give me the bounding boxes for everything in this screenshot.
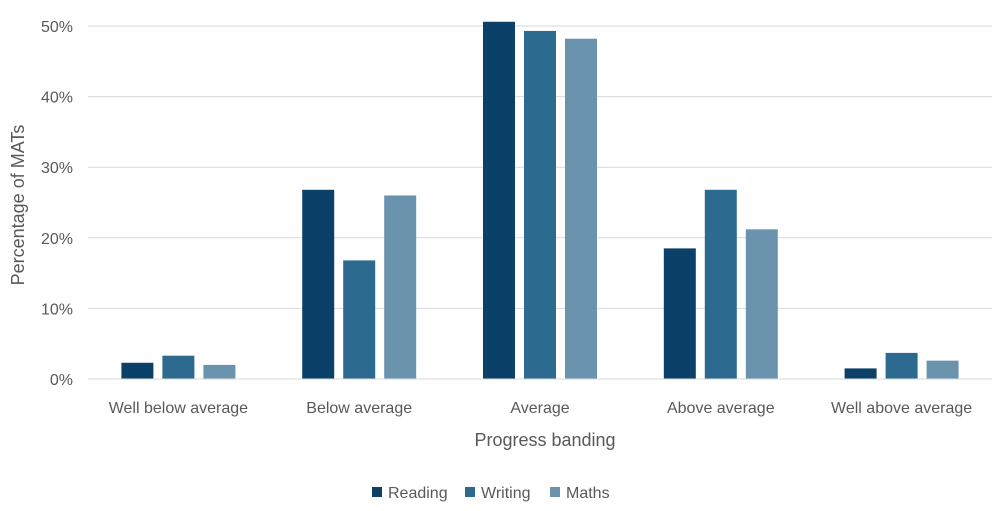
x-tick-label: Well above average [831,400,972,417]
legend: Reading Writing Maths [372,485,610,502]
legend-swatch-reading [372,487,382,497]
legend-label-reading: Reading [388,485,448,502]
y-tick-label: 40% [41,90,73,107]
bar-writing [162,355,195,379]
bar-reading [663,248,696,379]
bar-maths [745,229,778,379]
bar-writing [885,352,918,379]
bar-maths [384,195,417,379]
x-tick-label: Well below average [109,400,248,417]
y-tick-label: 20% [41,231,73,248]
legend-swatch-writing [465,487,475,497]
bar-reading [302,189,335,379]
legend-swatch-maths [550,487,560,497]
bar-reading [121,362,154,379]
x-tick-label: Average [510,400,569,417]
bar-maths [565,38,597,379]
y-tick-label: 50% [41,19,73,36]
bar-writing [343,260,376,379]
bar-maths [203,364,236,379]
bar-reading [483,21,515,379]
bars [121,21,959,380]
legend-label-writing: Writing [481,485,531,502]
bar-maths [926,360,959,379]
x-axis-title: Progress banding [474,430,615,450]
legend-label-maths: Maths [566,485,610,502]
y-axis-title: Percentage of MATs [8,125,28,286]
y-tick-label: 0% [50,372,73,389]
x-tick-label: Above average [667,400,775,417]
y-tick-label: 10% [41,301,73,318]
x-tick-label: Below average [306,400,412,417]
bar-writing [524,30,556,380]
axes: 0% 10% 20% 30% 40% 50% Well below average Below… [41,19,992,417]
bar-writing [704,189,737,379]
bar-reading [844,368,877,379]
y-tick-label: 30% [41,160,73,177]
